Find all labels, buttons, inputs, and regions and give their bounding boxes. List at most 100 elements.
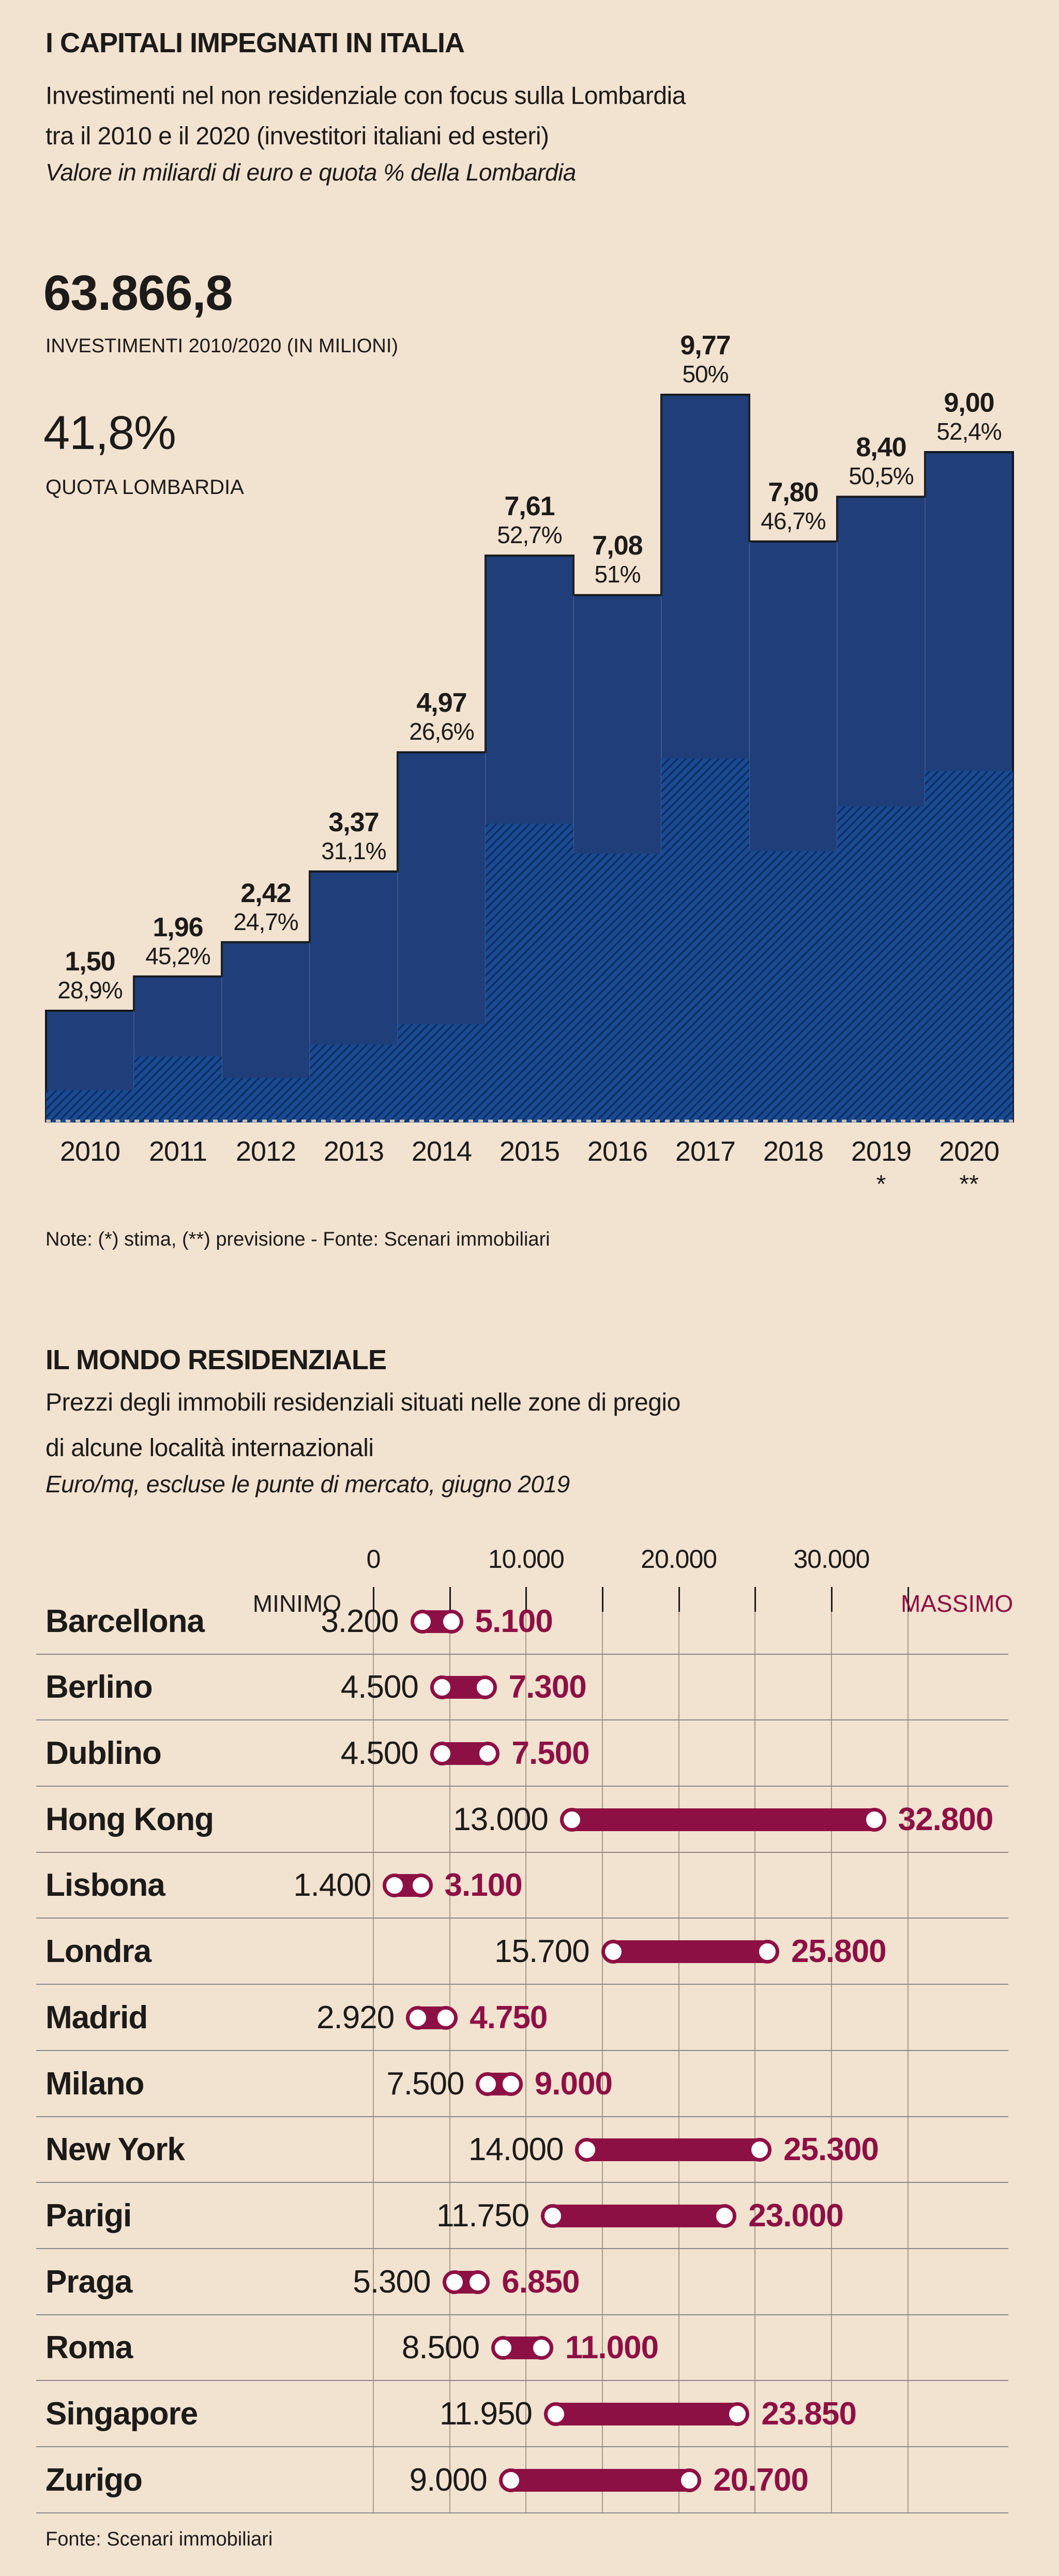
row-max-value: 6.850: [502, 2264, 580, 2300]
axis-value-label: 20.000: [641, 1545, 717, 1574]
investments-step-chart: 1,50 28,9% 1,96 45,2% 2,42 24,7% 3,37 31,1% 4,97…: [45, 310, 1014, 1210]
bar-label: 7,61 52,7%: [442, 491, 617, 548]
min-header: MINIMO: [252, 1590, 341, 1617]
bar-value-label: 2,42: [240, 878, 291, 908]
range-bar: [555, 2403, 738, 2425]
row-max-value: 3.100: [444, 1867, 523, 1904]
row-separator: [36, 1918, 1008, 1919]
bar-value-label: 7,61: [504, 491, 555, 522]
range-max-circle: [473, 1675, 497, 1700]
section1-title: I CAPITALI IMPEGNATI IN ITALIA: [46, 27, 465, 58]
row-min-value: 11.750: [436, 2197, 530, 2234]
row-min-value: 13.000: [453, 1801, 549, 1837]
row-city: Roma: [46, 2330, 133, 2366]
kpi-lombardia-share-label: QUOTA LOMBARDIA: [46, 476, 244, 499]
row-max-value: 5.100: [475, 1603, 553, 1639]
section2-subtitle-line2: di alcune località internazionali: [46, 1434, 374, 1462]
grid-line: [449, 1594, 450, 2513]
range-bar: [587, 2138, 760, 2162]
bar-label: 9,77 50%: [617, 331, 793, 387]
row-city: Zurigo: [46, 2462, 143, 2498]
year-label: 2011: [148, 1136, 207, 1167]
row-max-value: 25.800: [791, 1934, 887, 1970]
bar-label: 1,96 45,2%: [90, 912, 266, 969]
row-city: Praga: [46, 2264, 132, 2300]
year-label: 2016: [587, 1136, 648, 1167]
row-separator: [36, 2512, 1008, 2513]
row-min-value: 4.500: [340, 1735, 419, 1771]
axis-value-label: 30.000: [793, 1545, 870, 1574]
bar-label: 7,80 46,7%: [705, 477, 881, 534]
row-separator: [36, 1719, 1008, 1721]
axis-value-label: 10.000: [488, 1545, 565, 1574]
row-separator: [36, 2049, 1008, 2051]
axis-tick: [678, 1587, 680, 1612]
section1-subtitle-line2: tra il 2010 e il 2020 (investitori itali…: [46, 123, 549, 150]
bar-value-label: 3,37: [328, 807, 379, 837]
range-max-circle: [748, 2138, 772, 2162]
year-flag: *: [876, 1171, 886, 1198]
row-separator: [36, 1786, 1008, 1787]
axis-tick: [373, 1587, 374, 1612]
kpi-investments-value: 63.866,8: [43, 265, 233, 321]
range-max-circle: [466, 2270, 490, 2294]
row-max-value: 25.300: [783, 2132, 879, 2168]
row-min-value: 4.500: [340, 1669, 419, 1705]
axis-tick: [525, 1587, 527, 1612]
row-city: Barcellona: [46, 1603, 205, 1639]
bar-value-label: 4,97: [416, 688, 467, 718]
range-min-circle: [541, 2204, 565, 2228]
row-max-value: 20.700: [713, 2462, 809, 2498]
row-min-value: 2.920: [316, 1999, 395, 2035]
row-max-value: 23.000: [748, 2197, 844, 2234]
row-min-value: 1.400: [293, 1867, 371, 1904]
bar-label: 3,37 31,1%: [266, 807, 442, 864]
axis-tick: [830, 1587, 833, 1612]
kpi-lombardia-share-value: 41,8%: [43, 407, 176, 459]
year-label: 2017: [675, 1136, 736, 1167]
step-area-lombardia: [46, 758, 1013, 1122]
kpi-investments-label: INVESTIMENTI 2010/2020 (IN MILIONI): [46, 335, 399, 357]
bar-pct-label: 46,7%: [761, 507, 826, 534]
bar-value-label: 1,50: [65, 947, 115, 977]
grid-line: [601, 1594, 603, 2513]
range-min-circle: [543, 2402, 568, 2426]
range-max-circle: [409, 1874, 433, 1898]
row-city: Dublino: [46, 1735, 162, 1771]
row-city: Londra: [46, 1934, 152, 1970]
section2-unit-note: Euro/mq, escluse le punte di mercato, gi…: [46, 1471, 570, 1497]
range-max-circle: [439, 1609, 463, 1634]
year-label: 2013: [323, 1136, 384, 1167]
step-chart-canvas: [45, 394, 1014, 1122]
bar-pct-label: 52,7%: [497, 521, 562, 549]
row-min-value: 15.700: [494, 1934, 590, 1970]
range-bar: [553, 2204, 725, 2227]
section2-subtitle-line1: Prezzi degli immobili residenziali situa…: [46, 1389, 680, 1416]
grid-line: [907, 1594, 909, 2513]
row-max-value: 11.000: [565, 2330, 659, 2366]
row-max-value: 7.300: [508, 1669, 587, 1705]
row-separator: [36, 2380, 1008, 2382]
range-min-circle: [491, 2336, 516, 2360]
grid-line: [373, 1594, 374, 2513]
bar-pct-label: 26,6%: [409, 718, 474, 745]
row-city: Singapore: [46, 2396, 198, 2432]
range-max-circle: [862, 1807, 886, 1832]
range-min-circle: [575, 2138, 599, 2162]
range-min-circle: [442, 2270, 466, 2294]
range-min-circle: [410, 1609, 434, 1634]
row-separator: [36, 2314, 1008, 2315]
year-label: 2019: [851, 1136, 912, 1167]
row-max-value: 7.500: [511, 1735, 589, 1771]
bar-pct-label: 51%: [594, 561, 641, 588]
axis-value-label: 0: [366, 1545, 381, 1574]
row-max-value: 32.800: [898, 1801, 994, 1837]
bar-value-label: 7,80: [768, 477, 819, 507]
bar-pct-label: 28,9%: [57, 977, 123, 1004]
row-min-value: 3.200: [321, 1603, 399, 1639]
range-min-circle: [601, 1940, 625, 1964]
row-min-value: 14.000: [468, 2132, 564, 2168]
grid-line: [678, 1594, 679, 2513]
range-max-circle: [498, 2072, 523, 2096]
bar-pct-label: 50,5%: [849, 462, 914, 490]
